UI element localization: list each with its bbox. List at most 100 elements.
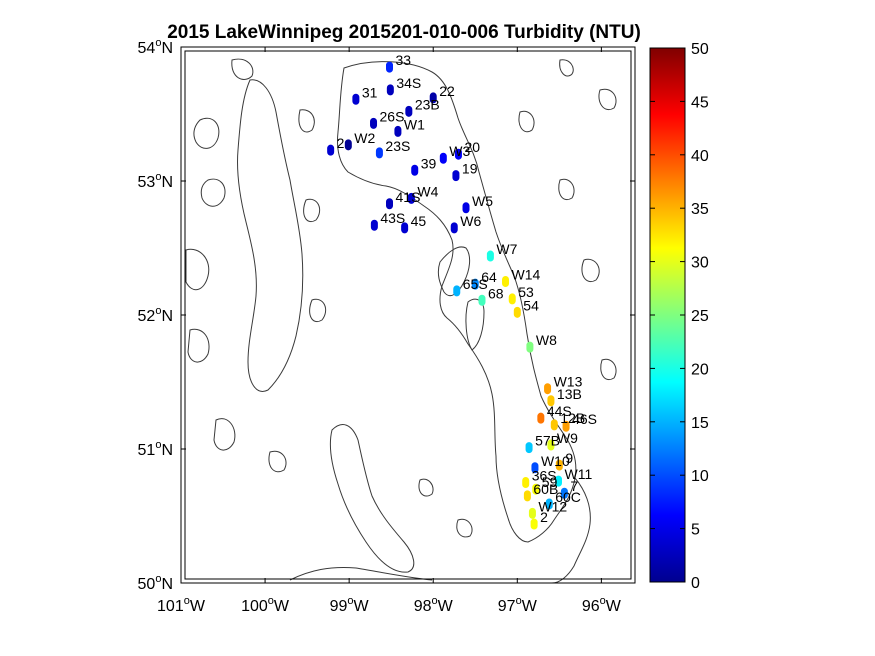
station-label: W8	[536, 332, 557, 348]
station-label: 31	[362, 84, 378, 100]
station-marker	[547, 395, 555, 407]
colorbar-tick-label: 15	[691, 415, 709, 432]
station-marker	[405, 105, 413, 117]
station-marker	[554, 475, 562, 487]
colorbar-tick-label: 10	[691, 468, 709, 485]
station-marker	[386, 61, 394, 73]
station-label: W4	[417, 183, 438, 199]
station-label: 45	[411, 213, 427, 229]
colorbar-ticks: 0 5 10 15 20 25 30 35 40 45 50	[650, 41, 709, 592]
station-label: 23B	[415, 96, 440, 112]
station-label: 59	[542, 474, 558, 490]
station-marker	[429, 92, 437, 104]
lake-winnipeg-outline	[337, 61, 577, 543]
station-markers	[327, 61, 570, 530]
station-label: 68	[488, 285, 504, 301]
station-label: 33	[396, 52, 412, 68]
colorbar-tick-label: 25	[691, 308, 709, 325]
station-marker	[462, 202, 470, 214]
station-marker	[544, 383, 552, 395]
station-marker	[560, 487, 568, 499]
station-label: W9	[557, 430, 578, 446]
station-marker	[526, 341, 534, 353]
x-tick-label: 98oW	[414, 595, 454, 615]
station-label: 34S	[396, 75, 421, 91]
station-label: 22	[439, 83, 455, 99]
station-label: W14	[512, 267, 541, 283]
station-label: W5	[472, 193, 493, 209]
colorbar-tick-label: 30	[691, 255, 709, 272]
station-marker	[386, 84, 394, 96]
station-label: 65S	[463, 276, 488, 292]
station-marker	[450, 222, 458, 234]
station-label: 13B	[557, 386, 582, 402]
station-marker	[407, 192, 415, 204]
station-marker	[537, 412, 545, 424]
station-marker	[528, 507, 536, 519]
x-tick-label: 100oW	[241, 595, 290, 615]
station-label: W11	[564, 466, 592, 482]
station-label: W1	[404, 116, 425, 132]
station-label: 53	[518, 284, 534, 300]
colorbar-tick-label: 45	[691, 94, 709, 111]
station-label: 12B	[560, 410, 585, 426]
station-marker	[525, 442, 533, 454]
station-marker	[471, 278, 479, 290]
y-axis-labels: 50oN 51oN 52oN 53oN 54oN	[138, 37, 173, 593]
station-label: W7	[496, 241, 517, 257]
station-marker	[478, 294, 486, 306]
y-tick-label: 51oN	[138, 439, 173, 459]
y-tick-label: 52oN	[138, 305, 173, 325]
island-outline	[465, 298, 485, 351]
colorbar-tick-label: 40	[691, 148, 709, 165]
station-marker	[523, 490, 531, 502]
station-marker	[352, 93, 360, 105]
station-marker	[532, 483, 540, 495]
station-marker	[370, 219, 378, 231]
station-marker	[327, 144, 335, 156]
station-marker	[530, 518, 538, 530]
station-label: 23S	[385, 138, 410, 154]
x-tick-label: 96oW	[582, 595, 622, 615]
colorbar-tick-label: 5	[691, 522, 700, 539]
station-marker	[344, 139, 352, 151]
colorbar-tick-label: 35	[691, 201, 709, 218]
station-label: 60C	[555, 489, 581, 505]
station-label: W12	[538, 498, 567, 514]
colorbar-tick-label: 50	[691, 41, 709, 58]
station-label: W6	[460, 213, 481, 229]
station-label: W2	[354, 130, 375, 146]
station-label: 43S	[380, 210, 405, 226]
station-marker	[401, 222, 409, 234]
station-label: 7	[570, 478, 578, 494]
station-marker	[452, 170, 460, 182]
east-shore	[551, 477, 591, 583]
station-marker	[439, 152, 447, 164]
station-marker	[545, 498, 553, 510]
station-label: W3	[449, 143, 470, 159]
station-label: W13	[554, 374, 583, 390]
lake-winnipegosis-outline	[237, 79, 304, 392]
colorbar-tick-label: 20	[691, 361, 709, 378]
station-marker	[531, 462, 539, 474]
station-marker	[394, 125, 402, 137]
station-marker	[522, 477, 530, 488]
x-tick-label: 97oW	[498, 595, 538, 615]
station-marker	[486, 250, 494, 262]
x-tick-label: 99oW	[330, 595, 370, 615]
station-label: 9	[565, 450, 573, 466]
station-label: 41S	[396, 189, 421, 205]
station-label: 39	[421, 155, 437, 171]
station-marker	[502, 276, 510, 287]
station-marker	[411, 164, 419, 176]
station-label: 2	[540, 509, 548, 525]
lake-manitoba-outline	[329, 424, 415, 573]
station-marker	[513, 306, 521, 318]
station-label: W10	[541, 453, 570, 469]
colorbar	[649, 47, 686, 583]
station-marker	[547, 439, 555, 451]
y-tick-label: 54oN	[138, 37, 173, 57]
y-tick-label: 53oN	[138, 171, 173, 191]
